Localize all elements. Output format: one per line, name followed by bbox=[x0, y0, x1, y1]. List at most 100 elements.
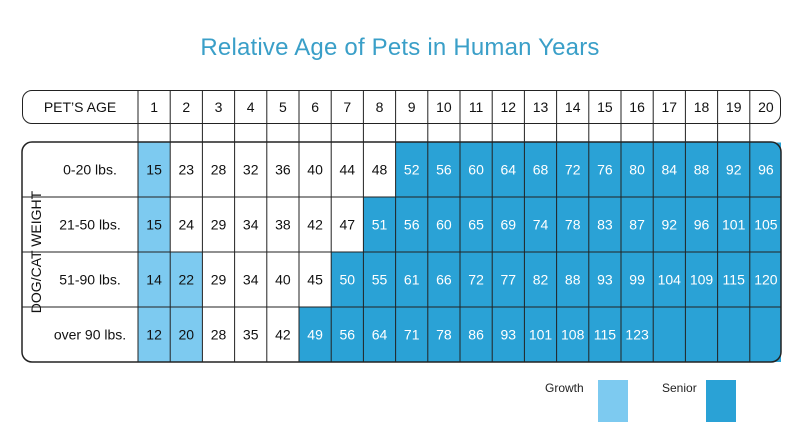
value-r1-age12: 64 bbox=[501, 162, 517, 178]
age-label-5: 5 bbox=[279, 99, 287, 115]
cell-fill-r4-age16 bbox=[621, 307, 654, 362]
cell-fill-r4-age17 bbox=[653, 307, 686, 362]
cell-fill-r2-age14 bbox=[556, 197, 589, 252]
cell-fill-r1-age14 bbox=[556, 142, 589, 197]
header-row-frame bbox=[22, 90, 781, 124]
cell-fill-r2-age1 bbox=[138, 197, 171, 252]
cell-fill-r1-age16 bbox=[621, 142, 654, 197]
age-label-17: 17 bbox=[662, 99, 678, 115]
row-axis-label: DOG/CAT WEIGHT bbox=[28, 190, 44, 313]
cell-fill-r3-age2 bbox=[170, 252, 203, 307]
value-r3-age16: 99 bbox=[629, 272, 645, 288]
value-r4-age2: 20 bbox=[179, 327, 195, 343]
value-r1-age1: 15 bbox=[146, 162, 162, 178]
cell-fill-r3-age11 bbox=[460, 252, 493, 307]
value-r1-age10: 56 bbox=[436, 162, 452, 178]
age-label-14: 14 bbox=[565, 99, 581, 115]
value-r1-age16: 80 bbox=[629, 162, 645, 178]
cell-fill-r4-age8 bbox=[363, 307, 396, 362]
value-r4-age5: 42 bbox=[275, 327, 291, 343]
value-r1-age8: 48 bbox=[372, 162, 388, 178]
cell-fill-r3-age18 bbox=[685, 252, 718, 307]
age-label-16: 16 bbox=[629, 99, 645, 115]
cell-fill-r1-age10 bbox=[427, 142, 460, 197]
cell-fill-r1-age13 bbox=[524, 142, 557, 197]
cell-fill-r4-age11 bbox=[460, 307, 493, 362]
cell-fill-r4-age10 bbox=[427, 307, 460, 362]
cell-fill-r4-age9 bbox=[395, 307, 428, 362]
cell-fill-r4-age13 bbox=[524, 307, 557, 362]
cell-fill-r2-age15 bbox=[588, 197, 621, 252]
cell-fill-r3-age17 bbox=[653, 252, 686, 307]
value-r4-age11: 86 bbox=[468, 327, 484, 343]
value-r2-age17: 92 bbox=[662, 217, 678, 233]
row-label-3: 51-90 lbs. bbox=[59, 272, 120, 288]
cell-fill-r4-age12 bbox=[492, 307, 525, 362]
cell-fill-r2-age17 bbox=[653, 197, 686, 252]
cell-fill-r2-age20 bbox=[749, 197, 781, 252]
cell-fill-r1-age12 bbox=[492, 142, 525, 197]
value-r3-age8: 55 bbox=[372, 272, 388, 288]
value-r3-age15: 93 bbox=[597, 272, 613, 288]
value-r2-age10: 60 bbox=[436, 217, 452, 233]
legend-senior-swatch bbox=[706, 380, 736, 422]
age-label-8: 8 bbox=[376, 99, 384, 115]
value-r2-age20: 105 bbox=[754, 217, 778, 233]
value-r4-age12: 93 bbox=[501, 327, 517, 343]
cell-fill-r3-age13 bbox=[524, 252, 557, 307]
value-r4-age6: 49 bbox=[307, 327, 323, 343]
cell-fill-r3-age1 bbox=[138, 252, 171, 307]
cell-fill-r4-age1 bbox=[138, 307, 171, 362]
cell-fill-r2-age9 bbox=[395, 197, 428, 252]
cell-fill-r3-age10 bbox=[427, 252, 460, 307]
cell-fill-r2-age11 bbox=[460, 197, 493, 252]
cell-fill-r1-age20 bbox=[749, 142, 781, 197]
age-label-10: 10 bbox=[436, 99, 452, 115]
value-r3-age12: 77 bbox=[501, 272, 517, 288]
value-r1-age11: 60 bbox=[468, 162, 484, 178]
cell-fill-r1-age19 bbox=[717, 142, 750, 197]
value-r3-age10: 66 bbox=[436, 272, 452, 288]
header-label: PET’S AGE bbox=[44, 99, 116, 115]
value-r2-age15: 83 bbox=[597, 217, 613, 233]
cell-fill-r4-age19 bbox=[717, 307, 750, 362]
value-r4-age10: 78 bbox=[436, 327, 452, 343]
age-label-3: 3 bbox=[215, 99, 223, 115]
age-label-12: 12 bbox=[501, 99, 517, 115]
value-r4-age1: 12 bbox=[146, 327, 162, 343]
value-r4-age9: 71 bbox=[404, 327, 420, 343]
age-label-20: 20 bbox=[758, 99, 774, 115]
cell-fill-r1-age9 bbox=[395, 142, 428, 197]
value-r2-age18: 96 bbox=[694, 217, 710, 233]
value-r1-age19: 92 bbox=[726, 162, 742, 178]
value-r4-age7: 56 bbox=[340, 327, 356, 343]
value-r2-age3: 29 bbox=[211, 217, 227, 233]
value-r2-age19: 101 bbox=[722, 217, 746, 233]
value-r2-age14: 78 bbox=[565, 217, 581, 233]
value-r1-age3: 28 bbox=[211, 162, 227, 178]
value-r4-age3: 28 bbox=[211, 327, 227, 343]
cell-fill-r4-age20 bbox=[749, 307, 781, 362]
cell-fill-r1-age15 bbox=[588, 142, 621, 197]
value-r3-age1: 14 bbox=[146, 272, 162, 288]
cell-fill-r3-age9 bbox=[395, 252, 428, 307]
cell-fill-r3-age14 bbox=[556, 252, 589, 307]
cell-fill-r2-age10 bbox=[427, 197, 460, 252]
value-r1-age5: 36 bbox=[275, 162, 291, 178]
value-r3-age4: 34 bbox=[243, 272, 259, 288]
value-r4-age16: 123 bbox=[625, 327, 649, 343]
value-r3-age6: 45 bbox=[307, 272, 323, 288]
value-r1-age17: 84 bbox=[662, 162, 678, 178]
legend-senior-label: Senior bbox=[662, 381, 697, 395]
age-label-18: 18 bbox=[694, 99, 710, 115]
cell-fill-r2-age8 bbox=[363, 197, 396, 252]
value-r3-age9: 61 bbox=[404, 272, 420, 288]
value-r1-age7: 44 bbox=[340, 162, 356, 178]
value-r3-age14: 88 bbox=[565, 272, 581, 288]
age-label-4: 4 bbox=[247, 99, 255, 115]
age-label-11: 11 bbox=[469, 99, 484, 115]
value-r3-age5: 40 bbox=[275, 272, 291, 288]
value-r3-age11: 72 bbox=[468, 272, 484, 288]
cell-fill-r3-age7 bbox=[331, 252, 364, 307]
cell-fill-r4-age7 bbox=[331, 307, 364, 362]
